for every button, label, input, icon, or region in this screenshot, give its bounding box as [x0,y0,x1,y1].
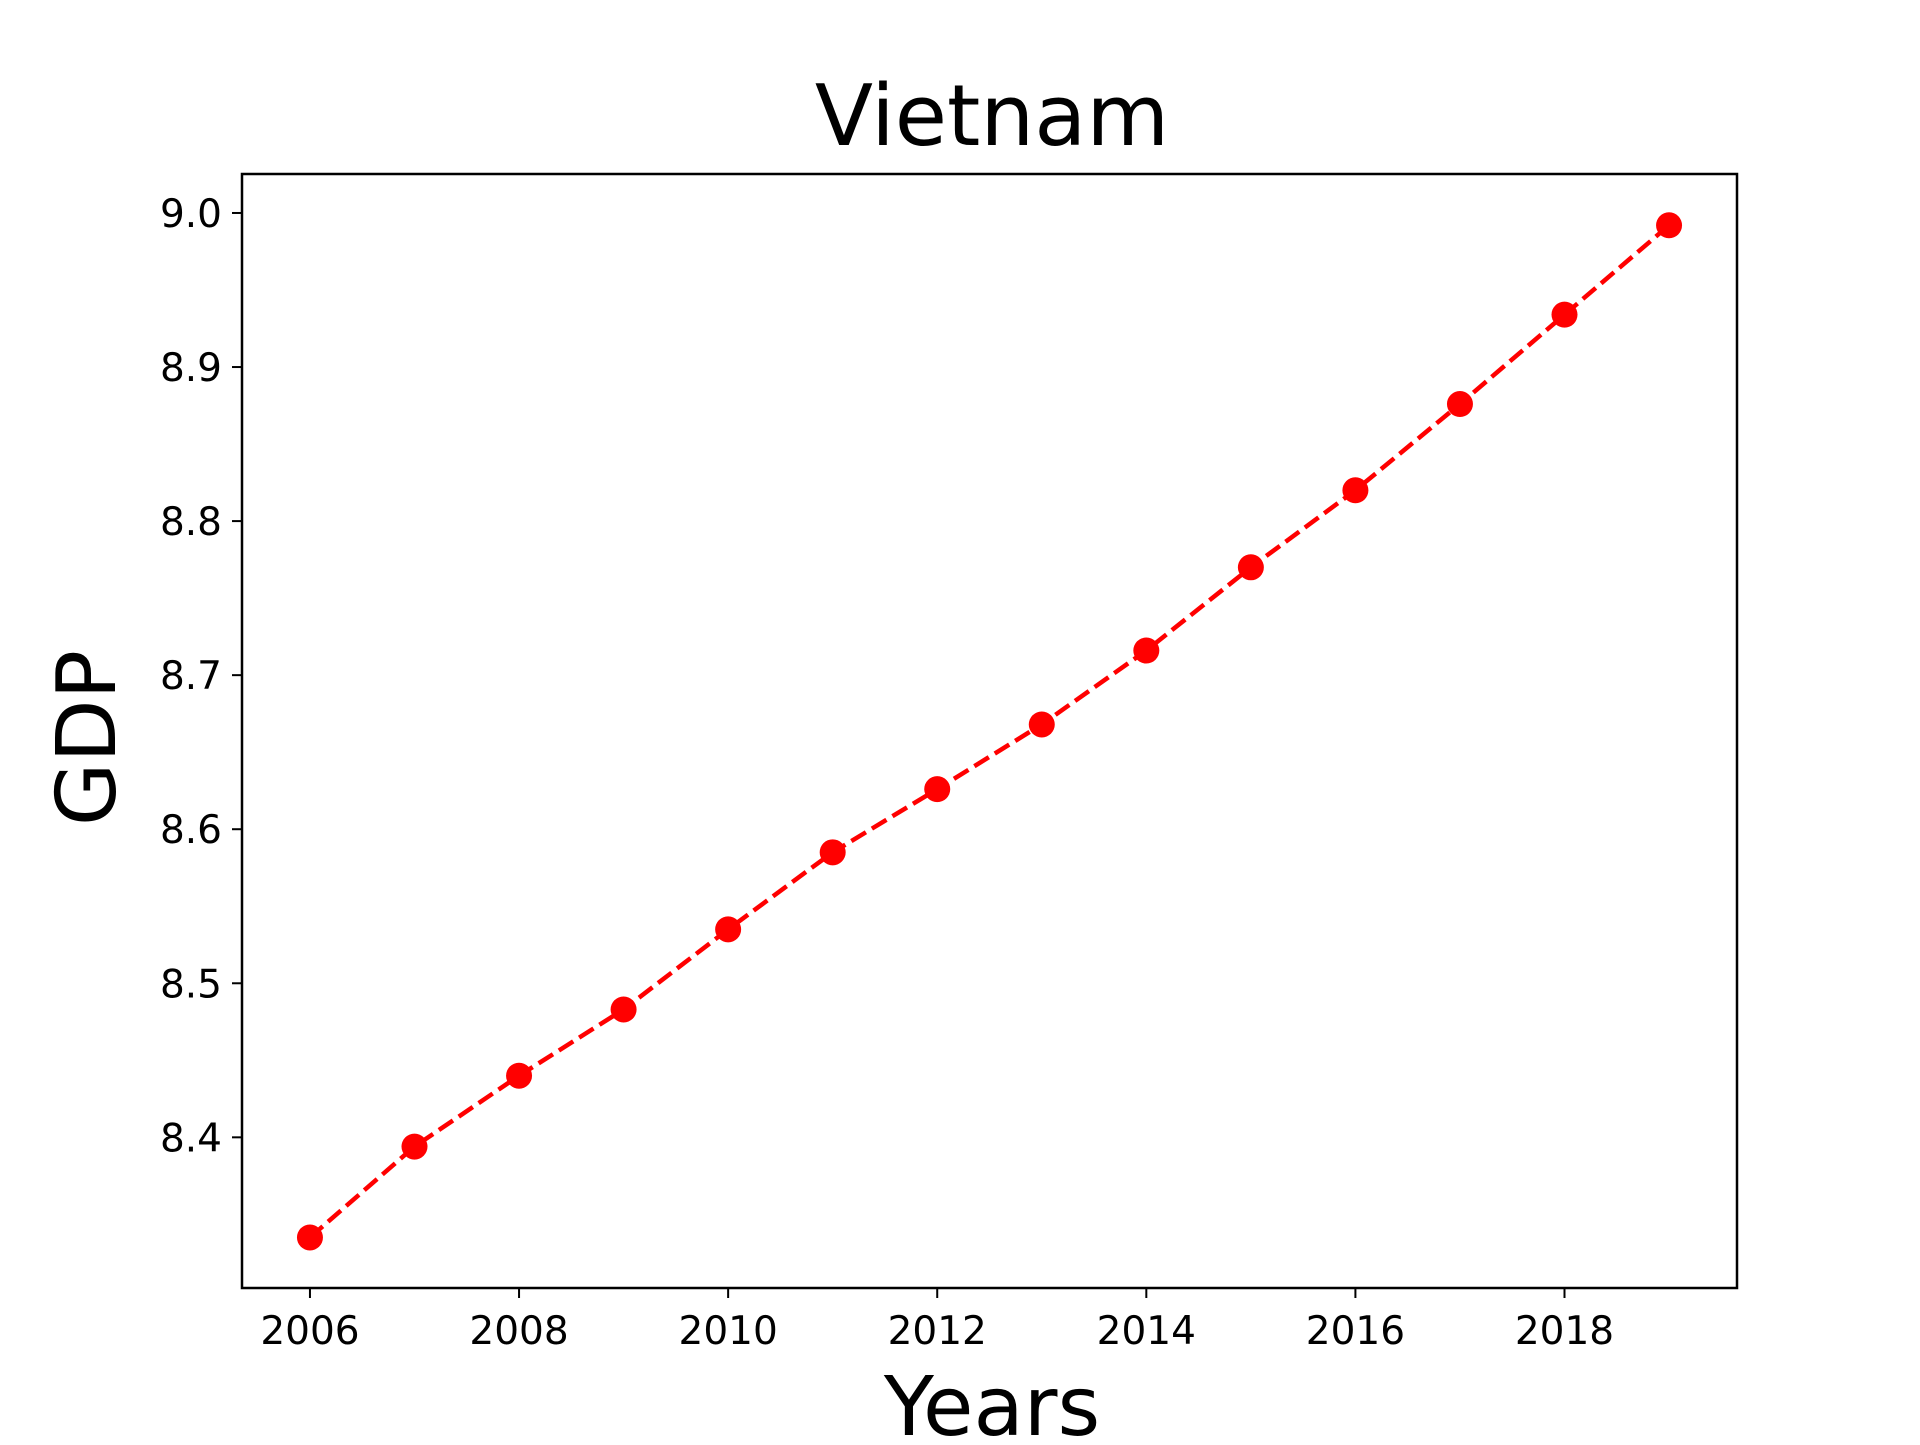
data-point [401,1133,428,1160]
y-tick-label: 8.7 [160,654,222,699]
x-tick-label: 2016 [1306,1309,1405,1354]
x-tick-label: 2014 [1097,1309,1196,1354]
x-tick-label: 2010 [679,1309,778,1354]
data-point [610,996,637,1023]
data-point [1551,301,1578,328]
x-tick-label: 2018 [1515,1309,1614,1354]
chart-title: Vietnam [815,67,1169,166]
data-point [1446,391,1473,418]
y-tick-label: 8.9 [160,346,222,391]
y-tick-label: 8.6 [160,808,222,853]
data-point [819,839,846,866]
data-point [1133,637,1160,664]
y-tick-label: 9.0 [160,192,222,237]
data-point [924,776,951,803]
x-axis-label: Years [883,1360,1100,1440]
x-tick-label: 2012 [888,1309,987,1354]
y-tick-label: 8.8 [160,500,222,545]
plot-area: 2006 2008 2010 2012 2014 2016 2018 8.4 8.5 8.6 8.7… [160,172,1739,1354]
data-point [1656,212,1683,239]
data-point [506,1062,533,1089]
data-point [1028,711,1055,738]
y-tick-label: 8.4 [160,1116,222,1161]
data-point [1342,477,1369,504]
series-line [308,223,1671,1240]
y-axis-label: GDP [40,650,135,826]
y-tick-label: 8.5 [160,962,222,1007]
data-point [1237,554,1264,581]
data-point [296,1224,323,1251]
data-point [715,916,742,943]
x-tick-label: 2006 [260,1309,359,1354]
x-tick-label: 2008 [469,1309,568,1354]
plot-frame [240,172,1739,1290]
